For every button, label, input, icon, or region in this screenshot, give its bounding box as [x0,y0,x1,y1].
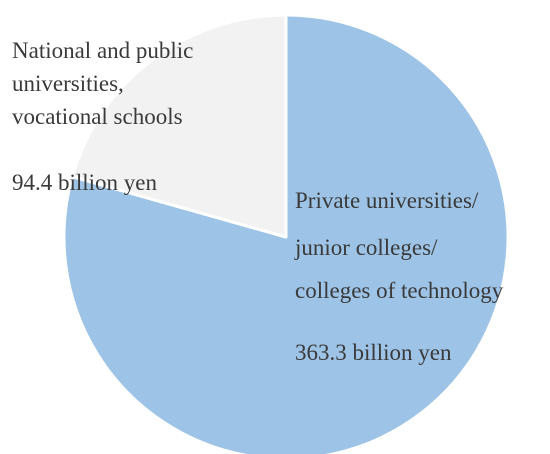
pie-slice-1 [70,13,288,239]
slice-label-line: universities, [12,71,124,96]
slice-label-line: colleges of technology [295,278,504,303]
slice-label-line: vocational schools [12,104,183,129]
slice-value-label: 363.3 billion yen [295,340,452,365]
slice-label-line: National and public [12,38,193,63]
pie-slice-0 [62,13,510,454]
slice-label-private: Private universities/ junior colleges/ c… [294,188,504,365]
slice-label-national-public: National and public universities, vocati… [12,38,193,195]
pie-slices [62,13,510,454]
slice-label-line: Private universities/ [295,188,479,213]
slice-label-line: junior colleges/ [294,235,438,260]
slice-value-label: 94.4 billion yen [12,170,158,195]
